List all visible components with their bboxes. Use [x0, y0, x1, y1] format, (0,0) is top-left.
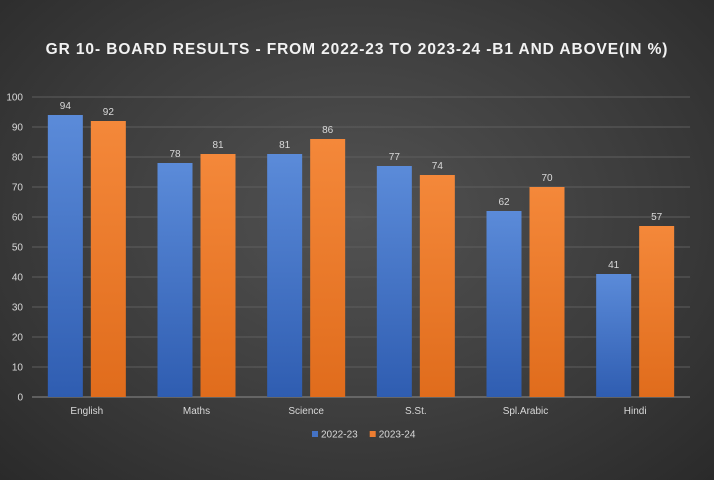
- x-tick-label: Hindi: [624, 406, 647, 417]
- y-axis-ticks: 0 10 20 30 40 50 60 70 80 90 100: [6, 93, 23, 404]
- bar-2022-23-English: [47, 115, 83, 397]
- bar-2023-24-English: [90, 121, 126, 397]
- data-label: 41: [608, 260, 620, 271]
- x-tick-label: Spl.Arabic: [503, 406, 549, 417]
- y-tick-label: 10: [12, 363, 24, 374]
- data-label: 86: [322, 125, 334, 136]
- data-label: 62: [498, 197, 510, 208]
- y-tick-label: 20: [12, 333, 24, 344]
- legend-swatch: [369, 431, 376, 437]
- y-tick-label: 50: [12, 243, 24, 254]
- gridlines: [32, 96, 690, 398]
- bars: 94 92 78 81 81 86 77 74 62 70 41 57: [47, 101, 675, 397]
- legend-label: 2023-24: [379, 430, 416, 441]
- bar-2023-24-Spl.Arabic: [529, 187, 565, 397]
- bar-2023-24-S.St.: [419, 175, 455, 397]
- y-tick-label: 80: [12, 153, 24, 164]
- y-tick-label: 30: [12, 303, 24, 314]
- data-label: 77: [389, 152, 401, 163]
- data-label: 78: [169, 149, 181, 160]
- legend-label: 2022-23: [321, 430, 358, 441]
- data-label: 81: [279, 140, 291, 151]
- x-tick-label: English: [70, 406, 103, 417]
- data-label: 74: [432, 161, 444, 172]
- bar-2023-24-Hindi: [639, 226, 675, 397]
- y-tick-label: 40: [12, 273, 24, 284]
- x-tick-label: S.St.: [405, 406, 427, 417]
- legend-swatch: [312, 431, 318, 437]
- bar-2023-24-Science: [310, 139, 346, 397]
- y-tick-label: 70: [12, 183, 24, 194]
- data-label: 57: [651, 212, 663, 223]
- bar-2022-23-Maths: [157, 163, 193, 397]
- chart-title: GR 10- BOARD RESULTS - FROM 2022-23 TO 2…: [45, 41, 669, 58]
- data-label: 70: [541, 173, 553, 184]
- data-label: 94: [60, 101, 72, 112]
- y-tick-label: 100: [6, 93, 23, 104]
- bar-2022-23-Science: [267, 154, 303, 397]
- legend: 2022-23 2023-24: [312, 430, 416, 441]
- data-label: 92: [103, 107, 115, 118]
- bar-2023-24-Maths: [200, 154, 236, 397]
- data-label: 81: [212, 140, 224, 151]
- y-tick-label: 60: [12, 213, 24, 224]
- x-tick-label: Maths: [183, 406, 210, 417]
- bar-2022-23-Spl.Arabic: [486, 211, 522, 397]
- bar-2022-23-Hindi: [596, 274, 632, 397]
- y-tick-label: 90: [12, 123, 24, 134]
- x-tick-label: Science: [288, 406, 324, 417]
- y-tick-label: 0: [17, 393, 23, 404]
- x-axis-ticks: English Maths Science S.St. Spl.Arabic Hindi: [70, 406, 646, 417]
- bar-2022-23-S.St.: [376, 166, 412, 397]
